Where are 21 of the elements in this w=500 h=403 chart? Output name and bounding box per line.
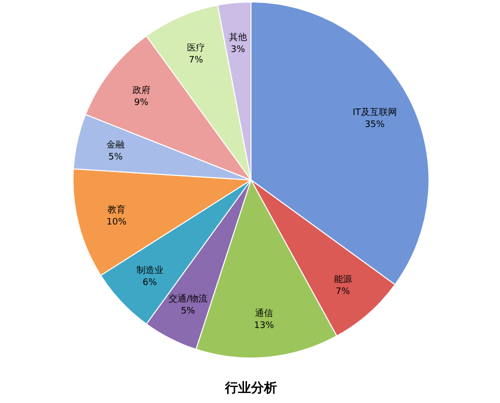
data-label: 13% <box>254 321 275 332</box>
slice-label: 能源 <box>334 274 352 286</box>
slice-label: 通信 <box>255 308 274 320</box>
slice-label: 金融 <box>106 140 125 151</box>
data-label: 6% <box>142 278 158 288</box>
data-label: 10% <box>106 218 127 228</box>
data-label: 5% <box>180 306 196 317</box>
slice-label: 其他 <box>228 32 247 43</box>
data-label: 35% <box>364 120 386 130</box>
text: 行业分析 <box>224 381 277 396</box>
data-label: 7% <box>188 56 204 66</box>
data-label: 5% <box>108 152 124 163</box>
data-label: 7% <box>336 287 350 298</box>
slice-label: 政府 <box>132 84 150 96</box>
slice-label: 交通/物流 <box>168 294 208 305</box>
slice-label: 教育 <box>108 204 126 216</box>
slice-label: 医疗 <box>186 42 205 54</box>
data-label: 3% <box>230 44 246 55</box>
slice-label: 制造业 <box>136 265 164 276</box>
slice-label: IT及互联网 <box>352 106 397 118</box>
data-label: 9% <box>134 98 149 108</box>
